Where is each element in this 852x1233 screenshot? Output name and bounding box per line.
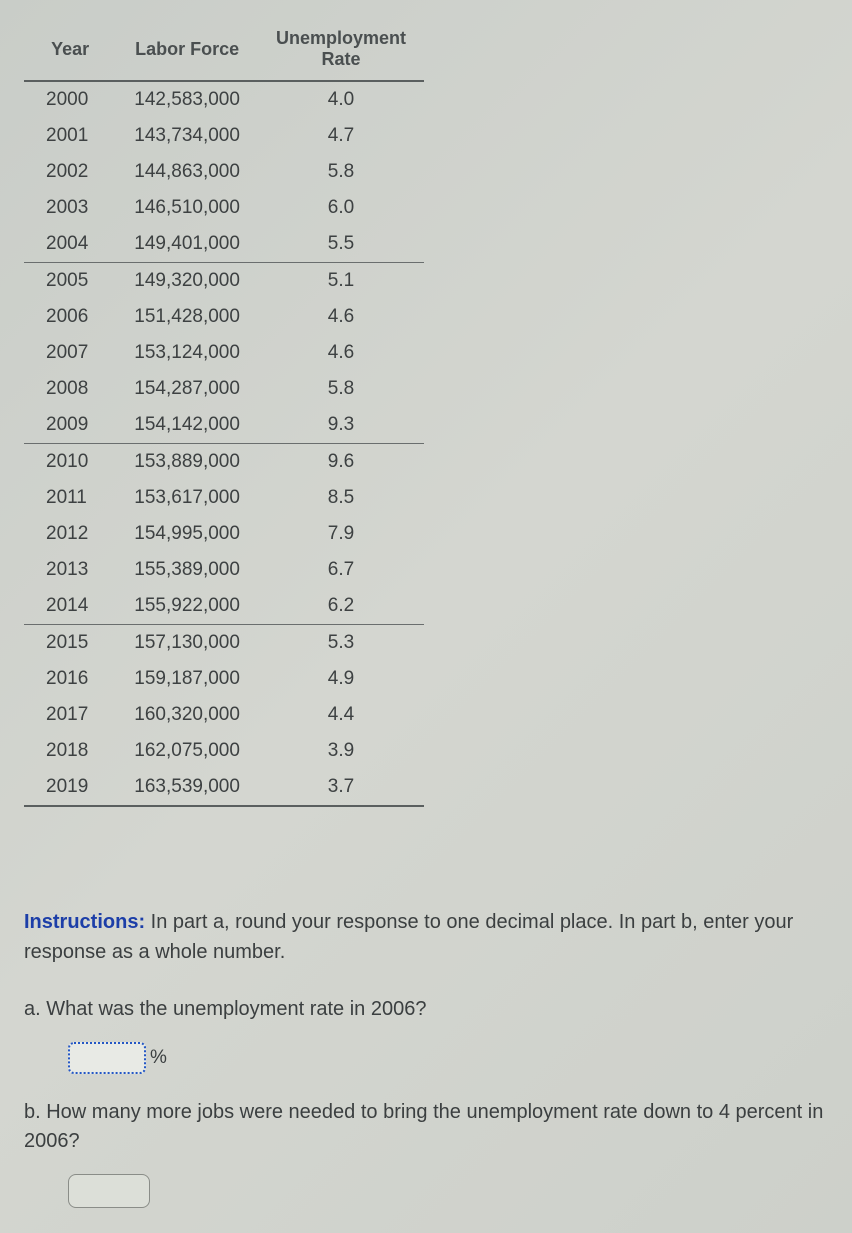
table-row: 2018162,075,0003.9 xyxy=(24,733,424,769)
table-row: 2009154,142,0009.3 xyxy=(24,407,424,444)
cell-year: 2010 xyxy=(24,444,116,481)
cell-labor-force: 146,510,000 xyxy=(116,190,258,226)
cell-year: 2018 xyxy=(24,733,116,769)
cell-labor-force: 154,142,000 xyxy=(116,407,258,444)
cell-labor-force: 153,124,000 xyxy=(116,335,258,371)
cell-labor-force: 155,922,000 xyxy=(116,588,258,625)
cell-unemp-rate: 4.6 xyxy=(258,299,424,335)
cell-year: 2016 xyxy=(24,661,116,697)
instructions-label: Instructions: xyxy=(24,911,145,933)
table-row: 2001143,734,0004.7 xyxy=(24,118,424,154)
question-a-input[interactable] xyxy=(68,1042,146,1074)
table-row: 2000142,583,0004.0 xyxy=(24,81,424,118)
col-labor-force: Labor Force xyxy=(116,20,258,81)
cell-year: 2003 xyxy=(24,190,116,226)
cell-unemp-rate: 6.7 xyxy=(258,552,424,588)
instructions-block: Instructions: In part a, round your resp… xyxy=(24,907,828,967)
cell-year: 2013 xyxy=(24,552,116,588)
table-row: 2019163,539,0003.7 xyxy=(24,769,424,806)
cell-unemp-rate: 4.6 xyxy=(258,335,424,371)
table-row: 2011153,617,0008.5 xyxy=(24,480,424,516)
cell-year: 2005 xyxy=(24,263,116,300)
cell-labor-force: 149,401,000 xyxy=(116,226,258,263)
table-row: 2013155,389,0006.7 xyxy=(24,552,424,588)
col-unemp-rate-label: UnemploymentRate xyxy=(276,28,406,69)
cell-year: 2009 xyxy=(24,407,116,444)
table-row: 2006151,428,0004.6 xyxy=(24,299,424,335)
col-year: Year xyxy=(24,20,116,81)
cell-year: 2012 xyxy=(24,516,116,552)
cell-labor-force: 153,889,000 xyxy=(116,444,258,481)
cell-year: 2017 xyxy=(24,697,116,733)
question-b-input-row xyxy=(24,1174,828,1213)
cell-unemp-rate: 3.7 xyxy=(258,769,424,806)
cell-labor-force: 159,187,000 xyxy=(116,661,258,697)
table-row: 2016159,187,0004.9 xyxy=(24,661,424,697)
percent-unit: % xyxy=(150,1047,167,1069)
cell-labor-force: 153,617,000 xyxy=(116,480,258,516)
cell-unemp-rate: 4.0 xyxy=(258,81,424,118)
cell-year: 2006 xyxy=(24,299,116,335)
cell-unemp-rate: 6.2 xyxy=(258,588,424,625)
cell-unemp-rate: 8.5 xyxy=(258,480,424,516)
cell-labor-force: 149,320,000 xyxy=(116,263,258,300)
cell-labor-force: 157,130,000 xyxy=(116,625,258,662)
cell-year: 2002 xyxy=(24,154,116,190)
table-row: 2002144,863,0005.8 xyxy=(24,154,424,190)
cell-unemp-rate: 7.9 xyxy=(258,516,424,552)
cell-unemp-rate: 5.8 xyxy=(258,154,424,190)
cell-year: 2008 xyxy=(24,371,116,407)
cell-labor-force: 155,389,000 xyxy=(116,552,258,588)
table-header-row: Year Labor Force UnemploymentRate xyxy=(24,20,424,81)
cell-labor-force: 154,995,000 xyxy=(116,516,258,552)
cell-year: 2015 xyxy=(24,625,116,662)
question-b-input[interactable] xyxy=(68,1174,150,1208)
table-body: 2000142,583,0004.02001143,734,0004.72002… xyxy=(24,81,424,806)
cell-unemp-rate: 5.3 xyxy=(258,625,424,662)
unemployment-table: Year Labor Force UnemploymentRate 200014… xyxy=(24,20,424,807)
cell-labor-force: 151,428,000 xyxy=(116,299,258,335)
col-unemp-rate: UnemploymentRate xyxy=(258,20,424,81)
table-row: 2005149,320,0005.1 xyxy=(24,263,424,300)
cell-labor-force: 162,075,000 xyxy=(116,733,258,769)
table-row: 2010153,889,0009.6 xyxy=(24,444,424,481)
cell-unemp-rate: 9.6 xyxy=(258,444,424,481)
cell-unemp-rate: 9.3 xyxy=(258,407,424,444)
table-row: 2003146,510,0006.0 xyxy=(24,190,424,226)
cell-year: 2004 xyxy=(24,226,116,263)
cell-labor-force: 142,583,000 xyxy=(116,81,258,118)
question-b-text: b. How many more jobs were needed to bri… xyxy=(24,1098,828,1156)
cell-year: 2007 xyxy=(24,335,116,371)
cell-year: 2001 xyxy=(24,118,116,154)
table-row: 2017160,320,0004.4 xyxy=(24,697,424,733)
cell-year: 2000 xyxy=(24,81,116,118)
cell-unemp-rate: 5.8 xyxy=(258,371,424,407)
cell-unemp-rate: 5.1 xyxy=(258,263,424,300)
cell-labor-force: 154,287,000 xyxy=(116,371,258,407)
cell-unemp-rate: 5.5 xyxy=(258,226,424,263)
cell-labor-force: 143,734,000 xyxy=(116,118,258,154)
cell-labor-force: 163,539,000 xyxy=(116,769,258,806)
cell-unemp-rate: 4.4 xyxy=(258,697,424,733)
cell-labor-force: 144,863,000 xyxy=(116,154,258,190)
cell-year: 2011 xyxy=(24,480,116,516)
cell-unemp-rate: 4.9 xyxy=(258,661,424,697)
cell-labor-force: 160,320,000 xyxy=(116,697,258,733)
table-row: 2012154,995,0007.9 xyxy=(24,516,424,552)
cell-year: 2019 xyxy=(24,769,116,806)
table-row: 2008154,287,0005.8 xyxy=(24,371,424,407)
cell-unemp-rate: 4.7 xyxy=(258,118,424,154)
table-row: 2014155,922,0006.2 xyxy=(24,588,424,625)
table-row: 2004149,401,0005.5 xyxy=(24,226,424,263)
table-row: 2015157,130,0005.3 xyxy=(24,625,424,662)
cell-unemp-rate: 6.0 xyxy=(258,190,424,226)
question-a-input-row: % xyxy=(68,1042,828,1074)
cell-unemp-rate: 3.9 xyxy=(258,733,424,769)
table-row: 2007153,124,0004.6 xyxy=(24,335,424,371)
cell-year: 2014 xyxy=(24,588,116,625)
question-a-text: a. What was the unemployment rate in 200… xyxy=(24,995,828,1024)
